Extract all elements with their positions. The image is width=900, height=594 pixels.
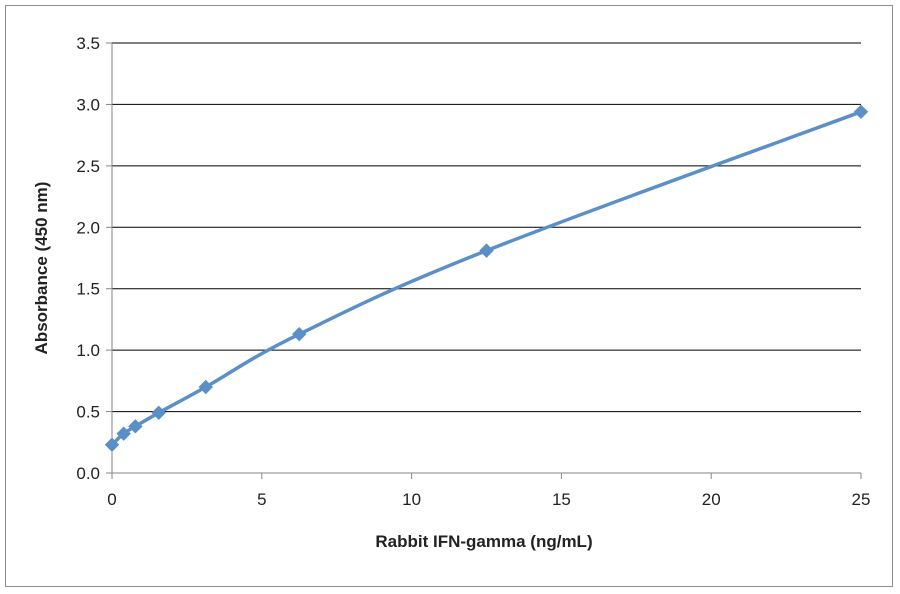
data-series — [110, 110, 863, 447]
gridlines — [112, 42, 861, 413]
data-point-7 — [853, 104, 869, 120]
y-axis-title: Absorbance (450 nm) — [32, 182, 51, 355]
y-tick-label-1: 0.5 — [76, 403, 100, 422]
axes — [106, 42, 862, 479]
chart-frame — [5, 5, 893, 587]
data-point-5 — [292, 326, 307, 342]
data-point-1 — [116, 426, 131, 441]
y-tick-label-5: 2.5 — [76, 157, 100, 176]
data-point-2 — [128, 419, 143, 434]
data-point-0 — [104, 437, 120, 452]
tick-labels: 0.0 0.5 1.0 1.5 2.0 2.5 3.0 3.5 0 5 10 15 20 25 — [76, 34, 870, 509]
data-markers — [104, 104, 869, 452]
y-tick-label-6: 3.0 — [76, 95, 100, 114]
x-tick-label-1: 5 — [257, 490, 266, 509]
y-tick-label-4: 2.0 — [76, 218, 100, 237]
x-tick-label-4: 20 — [702, 490, 721, 509]
y-tick-label-2: 1.0 — [76, 341, 100, 360]
y-tick-label-7: 3.5 — [76, 34, 100, 53]
x-axis-title: Rabbit IFN-gamma (ng/mL) — [375, 532, 592, 551]
data-point-4 — [198, 379, 213, 395]
data-point-3 — [151, 405, 166, 421]
series-line-0 — [110, 110, 863, 447]
y-tick-label-0: 0.0 — [76, 464, 100, 483]
x-tick-label-3: 15 — [552, 490, 571, 509]
data-point-6 — [479, 243, 494, 258]
x-tick-label-5: 25 — [852, 490, 871, 509]
x-tick-label-0: 0 — [107, 490, 116, 509]
x-tick-label-2: 10 — [402, 490, 421, 509]
y-tick-label-3: 1.5 — [76, 280, 100, 299]
